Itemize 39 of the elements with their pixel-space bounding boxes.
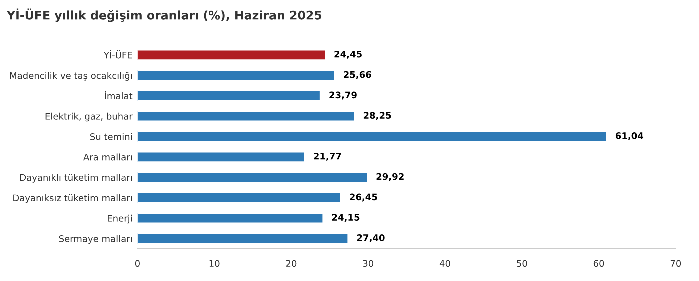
chart-title: Yİ-ÜFE yıllık değişim oranları (%), Haziran 2025 <box>6 8 322 22</box>
bar <box>138 192 342 204</box>
bar <box>138 172 368 184</box>
y-tick-label: Sermaye malları <box>59 235 132 244</box>
bar <box>138 49 326 61</box>
y-tick-label: Yİ-ÜFE <box>104 50 132 59</box>
data-label: 27,40 <box>357 234 385 243</box>
y-tick-label: Dayanıklı tüketim malları <box>20 174 132 183</box>
bar <box>138 110 356 122</box>
y-tick-label: Enerji <box>108 214 132 224</box>
x-tick-label: 70 <box>670 260 682 268</box>
bar <box>138 70 336 82</box>
data-label: 23,79 <box>330 92 357 100</box>
data-label: 26,45 <box>350 194 378 202</box>
y-tick-label: Ara malları <box>84 154 132 161</box>
y-tick-label: Madencilik ve taş ocakcılığı <box>10 72 132 81</box>
y-tick-label: Elektrik, gaz, buhar <box>46 112 133 122</box>
data-label: 25,66 <box>344 71 372 80</box>
y-tick-label: Su temini <box>90 133 132 140</box>
x-tick-label: 20 <box>286 260 297 268</box>
data-label: 21,77 <box>314 152 342 161</box>
x-tick-label: 50 <box>517 260 528 268</box>
data-label: 29,92 <box>376 173 404 182</box>
bar <box>138 151 306 163</box>
x-tick-label: 10 <box>210 260 220 268</box>
y-tick-label: Dayanıksız tüketim malları <box>14 194 132 204</box>
bar <box>138 90 322 102</box>
data-label: 61,04 <box>616 132 644 141</box>
bar <box>138 212 324 224</box>
bar <box>138 130 608 143</box>
x-tick-label: 30 <box>363 260 374 268</box>
y-tick-label: İmalat <box>105 91 133 100</box>
x-tick-label: 40 <box>440 260 450 268</box>
data-label: 28,25 <box>364 112 392 120</box>
data-label: 24,45 <box>334 50 362 59</box>
x-tick-label: 60 <box>594 260 604 268</box>
data-label: 24,15 <box>332 214 360 222</box>
bar <box>138 232 350 245</box>
x-tick-label: 0 <box>135 260 140 268</box>
